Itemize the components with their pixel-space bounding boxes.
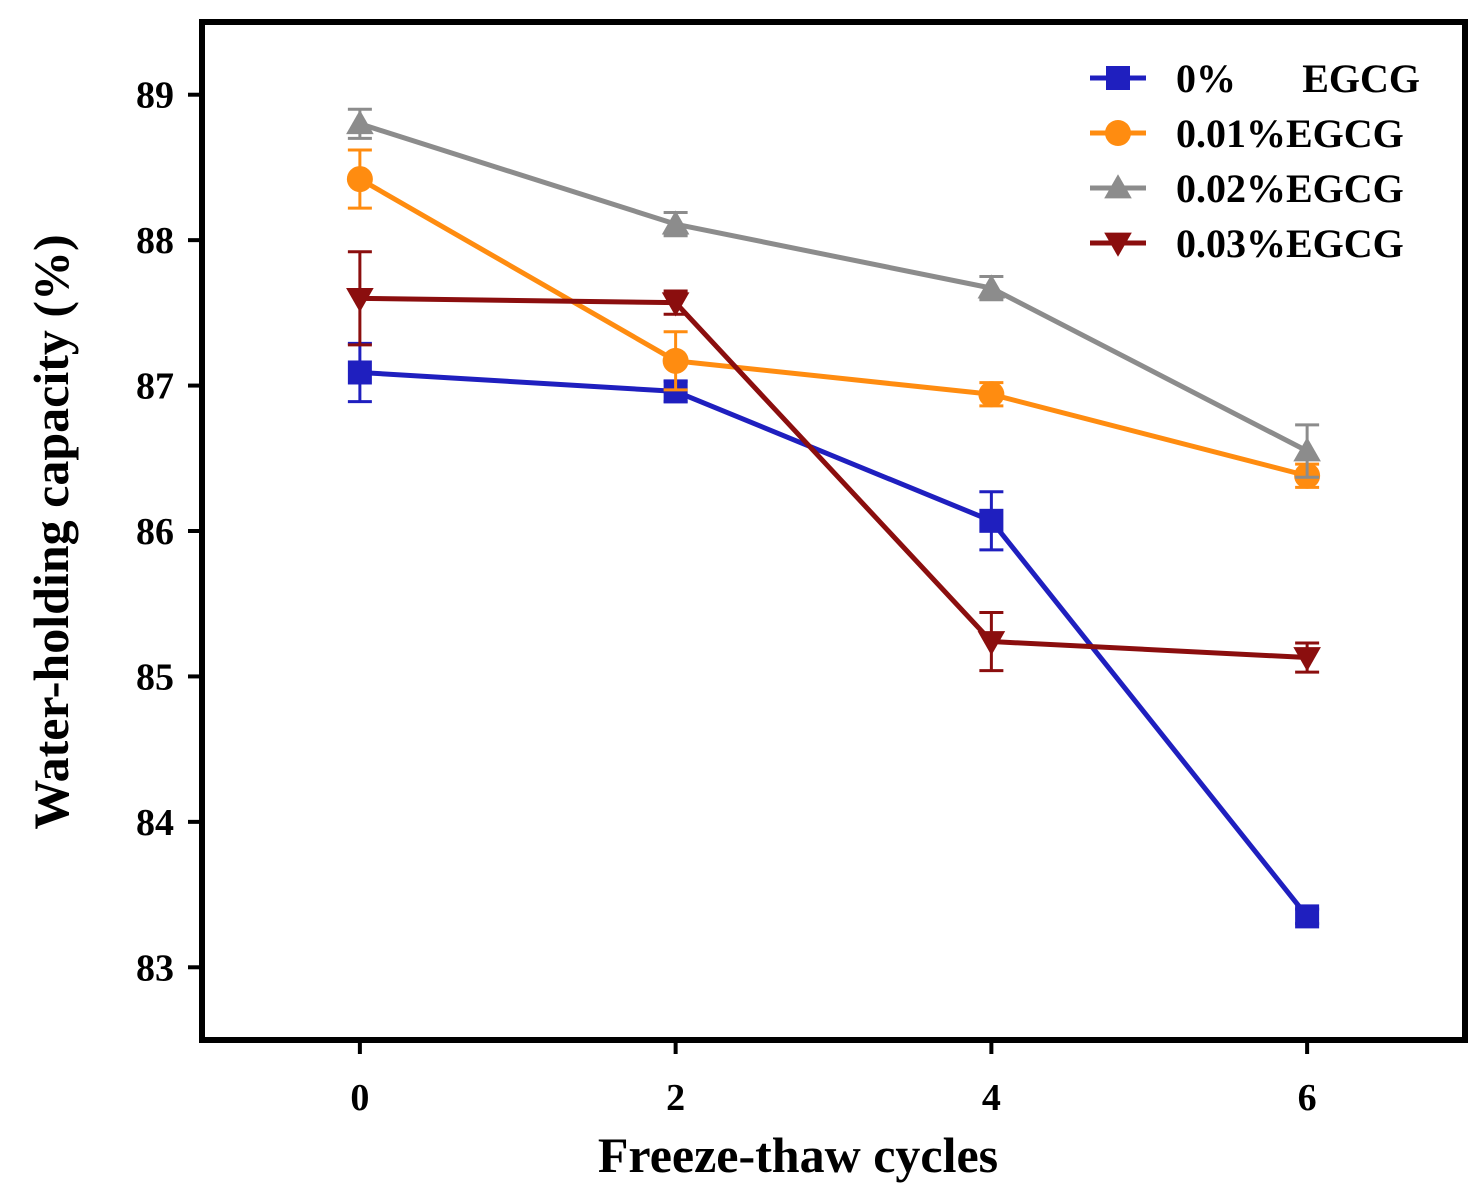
axes: 0 2 4 6 83 84 85 86 87 88 89 bbox=[136, 19, 1468, 1119]
legend-label: 0% bbox=[1176, 56, 1236, 101]
legend-label: 0.01%EGCG bbox=[1176, 111, 1404, 156]
data-point bbox=[346, 110, 374, 135]
y-tick-label: 85 bbox=[136, 656, 174, 698]
series-line bbox=[359, 369, 1310, 918]
legend-marker bbox=[1104, 232, 1132, 257]
data-point bbox=[1295, 904, 1320, 929]
data-point bbox=[979, 508, 1004, 533]
series-line bbox=[359, 121, 1309, 454]
data-point bbox=[661, 210, 690, 235]
data-point bbox=[661, 292, 690, 317]
series-4 bbox=[346, 250, 1321, 674]
legend-marker bbox=[1104, 174, 1132, 199]
y-tick-label: 87 bbox=[136, 366, 174, 408]
legend-label-suffix: EGCG bbox=[1302, 56, 1420, 101]
y-axis-title: Water-holding capacity (%) bbox=[23, 234, 79, 829]
legend-label: 0.03%EGCG bbox=[1176, 221, 1404, 266]
data-point bbox=[347, 360, 372, 385]
data-point bbox=[346, 287, 374, 313]
series-3 bbox=[346, 107, 1321, 479]
plot-area bbox=[346, 107, 1321, 929]
series-1 bbox=[347, 341, 1320, 929]
y-tick-label: 83 bbox=[136, 947, 174, 989]
x-axis-title: Freeze-thaw cycles bbox=[598, 1127, 998, 1183]
data-point bbox=[978, 381, 1005, 408]
data-point bbox=[977, 274, 1006, 299]
legend-item-1: 0% EGCG bbox=[1090, 56, 1420, 101]
y-tick-label: 88 bbox=[136, 220, 174, 262]
y-tick-label: 84 bbox=[136, 802, 174, 844]
legend-label: 0.02%EGCG bbox=[1176, 166, 1404, 211]
legend: 0% EGCG 0.01%EGCG 0.02%EGCG 0.03%EGCG bbox=[1090, 56, 1420, 266]
y-tick-label: 89 bbox=[136, 75, 174, 117]
data-point bbox=[662, 347, 689, 374]
series-line bbox=[359, 295, 1308, 661]
data-point bbox=[346, 166, 373, 193]
y-tick-label: 86 bbox=[136, 511, 174, 553]
x-tick-label: 2 bbox=[666, 1077, 685, 1119]
x-tick-label: 0 bbox=[350, 1077, 369, 1119]
legend-item-4: 0.03%EGCG bbox=[1090, 221, 1404, 266]
series-2 bbox=[346, 148, 1321, 489]
data-point bbox=[977, 631, 1006, 656]
data-point bbox=[1293, 647, 1321, 672]
data-point bbox=[1293, 437, 1321, 462]
x-tick-label: 4 bbox=[982, 1077, 1001, 1119]
legend-item-2: 0.01%EGCG bbox=[1090, 111, 1404, 156]
x-tick-label: 6 bbox=[1298, 1077, 1317, 1119]
legend-item-3: 0.02%EGCG bbox=[1090, 166, 1404, 211]
legend-marker bbox=[1105, 120, 1131, 146]
legend-marker bbox=[1106, 66, 1130, 90]
series-line bbox=[358, 176, 1308, 479]
